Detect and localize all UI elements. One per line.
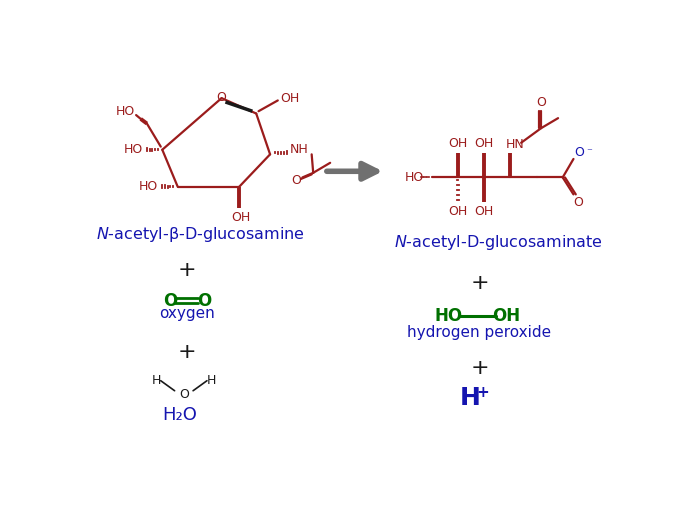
Text: O: O (163, 291, 177, 309)
Text: OH: OH (448, 137, 468, 150)
Text: H: H (151, 374, 161, 387)
Text: HO: HO (405, 171, 424, 184)
Text: O: O (217, 91, 227, 104)
Text: OH: OH (232, 211, 251, 224)
Text: HO: HO (434, 307, 463, 325)
Text: ⁻: ⁻ (586, 147, 592, 157)
Text: O: O (536, 96, 546, 110)
Text: +: + (178, 260, 196, 280)
Text: H: H (207, 374, 217, 387)
Text: +: + (178, 342, 196, 362)
Text: HO: HO (139, 180, 158, 193)
Text: oxygen: oxygen (159, 306, 215, 321)
Text: HN: HN (505, 138, 524, 151)
Text: OH: OH (475, 205, 494, 218)
Text: OH: OH (475, 137, 494, 150)
Text: +: + (470, 358, 489, 378)
Text: O: O (179, 388, 189, 401)
Text: H: H (460, 386, 481, 411)
Text: O: O (575, 145, 584, 159)
Text: OH: OH (448, 205, 468, 218)
Text: HO: HO (116, 105, 135, 118)
Text: $\it{N}$-acetyl-β-D-glucosamine: $\it{N}$-acetyl-β-D-glucosamine (96, 225, 305, 244)
Text: O: O (291, 174, 301, 187)
Text: hydrogen peroxide: hydrogen peroxide (407, 325, 552, 341)
Text: +: + (470, 273, 489, 293)
Text: OH: OH (281, 92, 300, 105)
Text: H₂O: H₂O (162, 406, 197, 424)
Text: O: O (573, 196, 583, 208)
Text: O: O (197, 291, 211, 309)
Text: HO: HO (123, 143, 142, 156)
Text: $\it{N}$-acetyl-D-glucosaminate: $\it{N}$-acetyl-D-glucosaminate (394, 233, 603, 252)
Text: +: + (476, 385, 489, 400)
Text: NH: NH (290, 143, 308, 156)
Text: OH: OH (492, 307, 520, 325)
